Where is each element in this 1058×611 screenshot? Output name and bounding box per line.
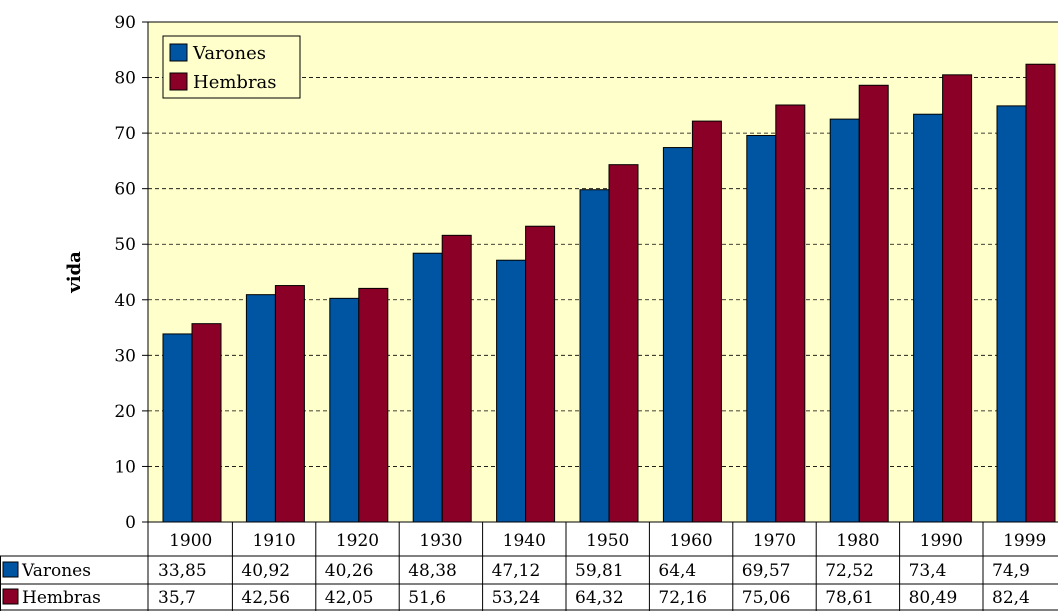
table-cell-varones-1940: 47,12 (492, 561, 541, 581)
bar-hembras-1910 (274, 285, 305, 523)
bars (162, 63, 1056, 523)
table-cell-hembras-1910: 42,56 (241, 588, 290, 608)
bar-varones-1980 (829, 118, 860, 523)
table-cell-varones-1999: 74,9 (992, 561, 1030, 581)
y-tick-label-70: 70 (114, 124, 136, 144)
table-cell-varones-1990: 73,4 (909, 561, 947, 581)
bar-hembras-1930 (441, 234, 472, 523)
bar-varones-1960 (662, 147, 693, 523)
bar-hembras-1960 (691, 120, 722, 523)
table-cell-varones-1970: 69,57 (742, 561, 791, 581)
y-tick-label-30: 30 (114, 346, 136, 366)
y-tick-label-50: 50 (114, 235, 136, 255)
table-cell-hembras-1970: 75,06 (742, 588, 791, 608)
x-tick-label-1940: 1940 (503, 531, 546, 551)
bar-varones-1970 (746, 135, 777, 523)
table-cell-hembras-1950: 64,32 (575, 588, 624, 608)
x-tick-label-1930: 1930 (419, 531, 462, 551)
table-series-name-hembras: Hembras (22, 588, 101, 608)
table-swatch-hembras (2, 588, 19, 605)
table-cell-hembras-1990: 80,49 (909, 588, 958, 608)
x-tick-label-1970: 1970 (753, 531, 796, 551)
legend-label-varones: Varones (192, 43, 266, 64)
table-cell-hembras-1980: 78,61 (825, 588, 874, 608)
x-tick-label-1900: 1900 (169, 531, 212, 551)
bar-varones-1930 (412, 252, 443, 523)
table-cell-hembras-1930: 51,6 (408, 588, 446, 608)
y-tick-label-0: 0 (125, 513, 136, 533)
x-tick-label-1999: 1999 (1003, 531, 1046, 551)
table-cell-varones-1980: 72,52 (825, 561, 874, 581)
bar-hembras-1999 (1025, 63, 1056, 523)
bar-hembras-1920 (358, 287, 389, 523)
bar-varones-1900 (162, 333, 193, 523)
y-tick-label-60: 60 (114, 180, 136, 200)
table-cell-varones-1950: 59,81 (575, 561, 624, 581)
y-tick-label-40: 40 (114, 291, 136, 311)
table-cell-varones-1960: 64,4 (658, 561, 696, 581)
legend-swatch-varones (169, 43, 188, 62)
x-tick-label-1920: 1920 (336, 531, 379, 551)
table-cell-varones-1900: 33,85 (158, 561, 207, 581)
data-table: 1900 1910 1920 1930 1940 1950 1960 1970 1980 1990… (0, 521, 1058, 611)
bar-hembras-1990 (942, 74, 973, 523)
legend-swatch-hembras (169, 72, 188, 91)
table-cell-hembras-1920: 42,05 (325, 588, 374, 608)
bar-hembras-1940 (525, 225, 556, 523)
y-tick-label-20: 20 (114, 402, 136, 422)
y-axis-ticks: 0 10 20 30 40 50 60 70 80 90 (114, 13, 148, 533)
x-tick-label-1910: 1910 (252, 531, 295, 551)
bar-varones-1920 (329, 297, 360, 523)
x-tick-label-1980: 1980 (836, 531, 879, 551)
table-cell-hembras-1960: 72,16 (658, 588, 707, 608)
table-cell-varones-1930: 48,38 (408, 561, 457, 581)
y-tick-label-80: 80 (114, 69, 136, 89)
y-tick-label-10: 10 (114, 457, 136, 477)
bar-varones-1990 (913, 113, 944, 523)
bar-varones-1999 (996, 105, 1027, 523)
legend: Varones Hembras (162, 35, 301, 99)
bar-hembras-1980 (858, 84, 889, 523)
x-tick-label-1960: 1960 (669, 531, 712, 551)
legend-label-hembras: Hembras (193, 72, 277, 93)
bar-hembras-1900 (191, 323, 222, 523)
table-cell-hembras-1940: 53,24 (492, 588, 541, 608)
x-tick-label-1990: 1990 (920, 531, 963, 551)
table-series-name-varones: Varones (21, 561, 91, 581)
x-tick-label-1950: 1950 (586, 531, 629, 551)
table-cell-varones-1910: 40,92 (241, 561, 290, 581)
y-axis-label: vida (64, 251, 85, 294)
table-swatch-varones (2, 561, 19, 578)
bar-varones-1950 (579, 189, 610, 523)
bar-hembras-1950 (608, 164, 639, 523)
y-tick-label-90: 90 (114, 13, 136, 33)
table-cell-varones-1920: 40,26 (325, 561, 374, 581)
bar-hembras-1970 (775, 104, 806, 523)
table-cell-hembras-1999: 82,4 (992, 588, 1030, 608)
bar-varones-1940 (496, 259, 527, 523)
table-cell-hembras-1900: 35,7 (158, 588, 196, 608)
bar-varones-1910 (245, 294, 276, 523)
